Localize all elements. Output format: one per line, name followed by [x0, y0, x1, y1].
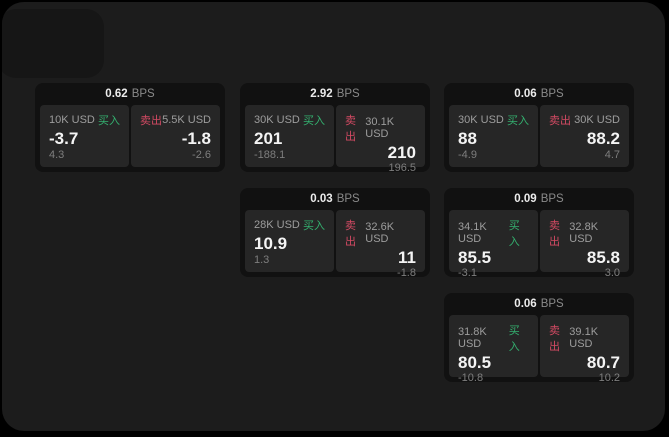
bps-unit-label: BPS: [131, 88, 155, 100]
sell-amount: 32.6K USD: [365, 221, 395, 245]
buy-delta: 1.3: [254, 254, 270, 266]
buy-amount: 28K USD: [254, 219, 300, 231]
sell-side-label: 卖出: [549, 220, 560, 248]
sell-side-label: 卖出: [140, 115, 162, 127]
card-header: 0.06 BPS: [444, 83, 634, 105]
buy-side-label: 买入: [508, 325, 520, 353]
buy-delta: -188.1: [254, 149, 286, 161]
sell-price: -1.8: [181, 128, 211, 148]
sell-delta: 10.2: [598, 372, 620, 384]
bps-unit-label: BPS: [336, 193, 360, 205]
buy-quote-tile[interactable]: 10K USD 买入 -3.7 4.3: [40, 105, 129, 167]
card-header: 0.06 BPS: [444, 293, 634, 315]
buy-side-label: 买入: [508, 220, 520, 248]
card-header: 2.92 BPS: [240, 83, 430, 105]
sell-side-label: 卖出: [345, 115, 356, 143]
buy-amount: 30K USD: [458, 114, 504, 126]
app-screen: 0.62 BPS 10K USD 买入 -3.7 4.3 卖出 5.5K USD …: [2, 2, 665, 431]
buy-quote-tile[interactable]: 31.8K USD 买入 80.5 -10.8: [449, 315, 538, 384]
buy-side-label: 买入: [507, 115, 529, 127]
bps-value: 0.06: [514, 298, 537, 310]
buy-amount: 10K USD: [49, 114, 95, 126]
sell-amount: 5.5K USD: [162, 114, 211, 126]
buy-delta: -4.9: [458, 149, 477, 161]
sell-quote-tile[interactable]: 卖出 30K USD 88.2 4.7: [540, 105, 629, 167]
quote-card: 2.92 BPS 30K USD 买入 201 -188.1 卖出 30.1K U…: [240, 83, 430, 174]
sell-quote-tile[interactable]: 卖出 32.6K USD 11 -1.8: [336, 210, 425, 279]
buy-delta: 4.3: [49, 149, 65, 161]
buy-price: -3.7: [49, 128, 79, 148]
quote-card: 0.09 BPS 34.1K USD 买入 85.5 -3.1 卖出 32.8K …: [444, 188, 634, 279]
sell-quote-tile[interactable]: 卖出 39.1K USD 80.7 10.2: [540, 315, 629, 384]
bps-value: 2.92: [310, 88, 333, 100]
sell-delta: 196.5: [388, 162, 416, 174]
card-header: 0.03 BPS: [240, 188, 430, 210]
buy-price: 88: [458, 128, 477, 148]
bps-unit-label: BPS: [336, 88, 360, 100]
buy-amount: 30K USD: [254, 114, 300, 126]
buy-side-label: 买入: [303, 115, 325, 127]
quote-card: 0.62 BPS 10K USD 买入 -3.7 4.3 卖出 5.5K USD …: [35, 83, 225, 172]
corner-panel: [2, 9, 104, 78]
buy-side-label: 买入: [303, 220, 325, 232]
quote-card: 0.03 BPS 28K USD 买入 10.9 1.3 卖出 32.6K USD…: [240, 188, 430, 279]
buy-quote-tile[interactable]: 30K USD 买入 88 -4.9: [449, 105, 538, 167]
bps-unit-label: BPS: [540, 298, 564, 310]
sell-side-label: 卖出: [549, 115, 571, 127]
bps-value: 0.03: [310, 193, 333, 205]
buy-quote-tile[interactable]: 28K USD 买入 10.9 1.3: [245, 210, 334, 272]
card-header: 0.09 BPS: [444, 188, 634, 210]
sell-price: 80.7: [586, 353, 620, 372]
buy-quote-tile[interactable]: 34.1K USD 买入 85.5 -3.1: [449, 210, 538, 279]
sell-amount: 30.1K USD: [365, 116, 395, 140]
sell-quote-tile[interactable]: 卖出 30.1K USD 210 196.5: [336, 105, 425, 174]
sell-quote-tile[interactable]: 卖出 5.5K USD -1.8 -2.6: [131, 105, 220, 167]
sell-amount: 39.1K USD: [569, 326, 599, 350]
quote-card: 0.06 BPS 31.8K USD 买入 80.5 -10.8 卖出 39.1K…: [444, 293, 634, 384]
buy-amount: 31.8K USD: [458, 326, 487, 350]
sell-delta: -2.6: [192, 149, 211, 161]
bps-value: 0.09: [514, 193, 537, 205]
sell-amount: 30K USD: [574, 114, 620, 126]
sell-price: 88.2: [586, 128, 620, 148]
bps-unit-label: BPS: [540, 88, 564, 100]
buy-price: 85.5: [458, 248, 492, 267]
buy-amount: 34.1K USD: [458, 221, 487, 245]
sell-delta: 3.0: [604, 267, 620, 279]
sell-amount: 32.8K USD: [569, 221, 599, 245]
buy-quote-tile[interactable]: 30K USD 买入 201 -188.1: [245, 105, 334, 167]
bps-value: 0.62: [105, 88, 128, 100]
quote-card: 0.06 BPS 30K USD 买入 88 -4.9 卖出 30K USD 88…: [444, 83, 634, 172]
sell-price: 85.8: [586, 248, 620, 267]
sell-delta: -1.8: [397, 267, 416, 279]
buy-price: 80.5: [458, 353, 492, 372]
sell-quote-tile[interactable]: 卖出 32.8K USD 85.8 3.0: [540, 210, 629, 279]
buy-side-label: 买入: [98, 115, 120, 127]
buy-price: 10.9: [254, 233, 288, 253]
card-header: 0.62 BPS: [35, 83, 225, 105]
sell-side-label: 卖出: [549, 325, 560, 353]
bps-value: 0.06: [514, 88, 537, 100]
buy-delta: -3.1: [458, 267, 477, 279]
bps-unit-label: BPS: [540, 193, 564, 205]
sell-delta: 4.7: [604, 149, 620, 161]
sell-price: 210: [387, 143, 416, 162]
sell-side-label: 卖出: [345, 220, 356, 248]
sell-price: 11: [398, 248, 416, 267]
buy-delta: -10.8: [458, 372, 484, 384]
buy-price: 201: [254, 128, 283, 148]
